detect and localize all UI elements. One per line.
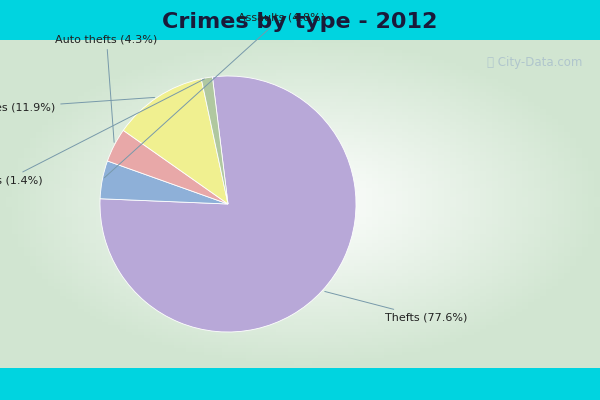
Text: Crimes by type - 2012: Crimes by type - 2012	[163, 12, 437, 32]
Text: ⓘ City-Data.com: ⓘ City-Data.com	[487, 56, 582, 70]
Text: Rapes (1.4%): Rapes (1.4%)	[0, 79, 205, 186]
Wedge shape	[124, 79, 228, 204]
Wedge shape	[201, 77, 228, 204]
Wedge shape	[107, 130, 228, 204]
Wedge shape	[100, 161, 228, 204]
Text: Auto thefts (4.3%): Auto thefts (4.3%)	[55, 34, 158, 142]
Text: Thefts (77.6%): Thefts (77.6%)	[325, 292, 467, 323]
Text: Burglaries (11.9%): Burglaries (11.9%)	[0, 98, 155, 113]
Wedge shape	[100, 76, 356, 332]
Text: Assaults (4.8%): Assaults (4.8%)	[104, 12, 325, 178]
